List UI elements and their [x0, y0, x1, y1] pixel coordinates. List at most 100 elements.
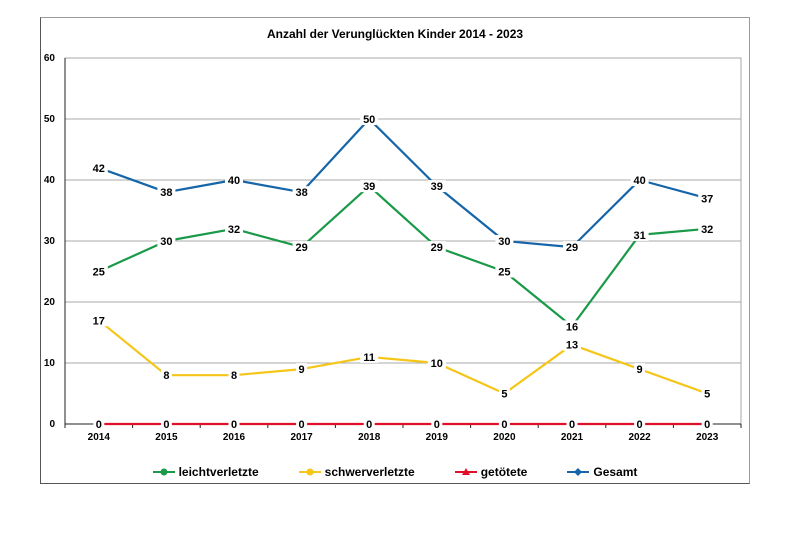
data-label-bg — [89, 161, 108, 174]
data-label: 37 — [701, 193, 713, 205]
data-label: 25 — [498, 267, 510, 279]
y-tick-label: 50 — [44, 114, 56, 125]
data-label-bg — [495, 265, 514, 278]
data-label: 39 — [363, 181, 375, 193]
data-label: 8 — [231, 370, 237, 382]
data-label-bg — [296, 363, 308, 376]
data-label-bg — [160, 418, 172, 430]
data-label-bg — [701, 418, 713, 430]
y-tick-label: 10 — [44, 358, 56, 369]
data-label-bg — [498, 387, 510, 400]
x-tick-label: 2021 — [561, 432, 584, 443]
data-label: 0 — [299, 419, 305, 431]
y-tick-label: 20 — [44, 297, 56, 308]
data-label: 40 — [228, 175, 240, 187]
chart-frame: Anzahl der Verunglückten Kinder 2014 - 2… — [40, 17, 750, 484]
data-label: 5 — [501, 389, 507, 401]
data-label-bg — [701, 387, 713, 400]
legend-label: schwerverletzte — [324, 465, 415, 479]
data-label: 8 — [163, 370, 169, 382]
data-label-bg — [698, 192, 717, 205]
data-label-bg — [698, 222, 717, 235]
data-label-bg — [228, 418, 240, 430]
data-label-bg — [427, 357, 446, 369]
legend-label: getötete — [480, 465, 528, 479]
data-label: 0 — [96, 419, 102, 431]
data-label: 32 — [228, 224, 240, 236]
x-tick-label: 2020 — [493, 432, 516, 443]
data-label: 16 — [566, 321, 578, 333]
data-label: 0 — [366, 419, 372, 431]
y-tick-label: 0 — [49, 419, 55, 430]
x-tick-label: 2015 — [155, 432, 178, 443]
data-label: 31 — [633, 230, 645, 242]
data-label: 38 — [295, 187, 307, 199]
x-tick-label: 2022 — [628, 432, 651, 443]
data-label: 11 — [363, 352, 375, 364]
legend-label: Gesamt — [593, 465, 638, 479]
data-label-bg — [563, 241, 581, 254]
data-label-bg — [630, 174, 649, 186]
data-label-bg — [89, 314, 108, 327]
y-tick-label: 60 — [44, 53, 56, 64]
data-label-bg — [225, 174, 243, 186]
data-label-bg — [225, 222, 243, 235]
data-label-bg — [360, 180, 379, 193]
legend-swatch — [567, 468, 590, 476]
data-label: 10 — [431, 358, 443, 370]
data-label-bg — [360, 350, 379, 363]
legend-swatch — [152, 468, 175, 476]
legend-swatch — [298, 468, 321, 476]
data-label: 42 — [93, 163, 105, 175]
data-label-bg — [292, 241, 311, 254]
data-label: 17 — [93, 315, 105, 327]
series-line-Gesamt — [98, 117, 708, 249]
legend-swatch — [454, 468, 477, 475]
data-label-bg — [427, 180, 446, 193]
data-label-bg — [157, 235, 176, 247]
data-label-bg — [360, 113, 379, 125]
data-label: 9 — [299, 364, 305, 376]
legend-item: schwerverletzte — [298, 465, 415, 479]
series-line-schwerverletzte — [98, 319, 708, 395]
data-label-bg — [634, 418, 646, 430]
data-label-bg — [495, 235, 514, 247]
chart-title: Anzahl der Verunglückten Kinder 2014 - 2… — [266, 27, 524, 41]
data-label: 29 — [566, 242, 578, 254]
data-label-bg — [296, 418, 308, 430]
data-label: 9 — [637, 364, 643, 376]
data-label: 40 — [633, 175, 645, 187]
data-label-bg — [292, 186, 311, 199]
legend-item: leichtverletzte — [152, 465, 259, 479]
data-label: 13 — [566, 340, 578, 352]
data-label-bg — [427, 241, 446, 254]
data-label-bg — [363, 418, 375, 430]
data-label-bg — [160, 369, 172, 382]
data-label: 0 — [231, 419, 237, 431]
data-label: 39 — [431, 181, 443, 193]
data-label: 30 — [160, 236, 172, 248]
data-label: 5 — [704, 389, 710, 401]
x-tick-label: 2017 — [290, 432, 313, 443]
data-label: 0 — [434, 419, 440, 431]
data-label-bg — [89, 265, 108, 278]
y-tick-label: 40 — [44, 175, 56, 186]
data-label-bg — [431, 418, 443, 430]
data-label: 0 — [569, 419, 575, 431]
x-tick-label: 2014 — [88, 432, 111, 443]
data-label: 0 — [637, 419, 643, 431]
legend-item: getötete — [454, 465, 528, 479]
data-label: 29 — [431, 242, 443, 254]
legend-label: leichtverletzte — [178, 465, 259, 479]
data-label: 29 — [295, 242, 307, 254]
series-line-leichtverletzte — [98, 185, 708, 328]
data-label-bg — [498, 418, 510, 430]
data-label: 0 — [501, 419, 507, 431]
x-tick-label: 2016 — [223, 432, 246, 443]
chart-legend: leichtverletzte schwerverletzte getötete Ge… — [41, 465, 749, 479]
data-label: 50 — [363, 114, 375, 126]
data-label-bg — [228, 369, 240, 382]
data-label: 0 — [163, 419, 169, 431]
y-tick-label: 30 — [44, 236, 56, 247]
